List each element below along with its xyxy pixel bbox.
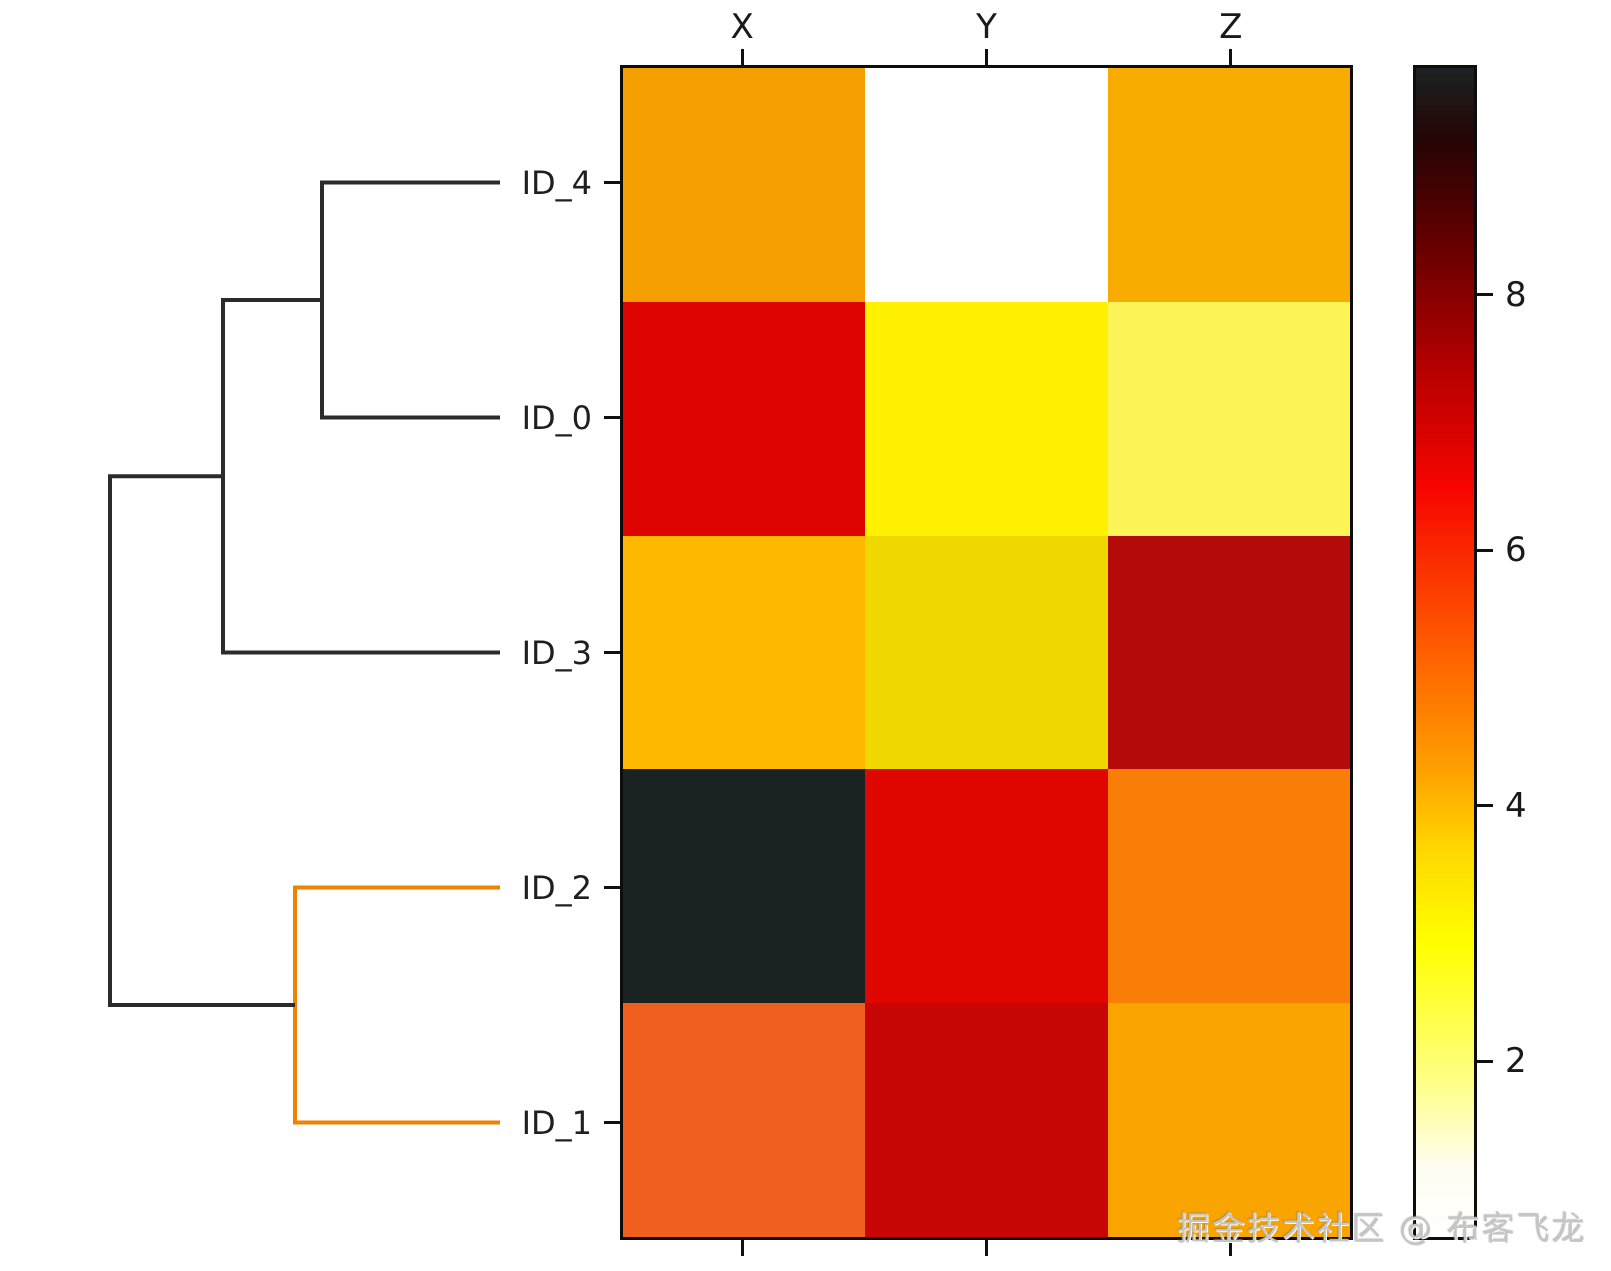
row-label-id_2: ID_2 xyxy=(521,868,592,907)
row-label-id_4: ID_4 xyxy=(521,163,592,202)
colorbar-tick-label-2: 2 xyxy=(1505,1041,1527,1082)
left-tick-id_2 xyxy=(604,886,620,889)
colorbar-tick-4 xyxy=(1477,804,1493,808)
heatmap-cell-ID_4-Y xyxy=(865,68,1108,302)
column-label-z: Z xyxy=(1219,7,1243,47)
column-label-y: Y xyxy=(976,7,997,47)
row-label-id_0: ID_0 xyxy=(521,398,592,437)
heatmap xyxy=(620,65,1353,1240)
heatmap-cell-ID_0-Z xyxy=(1107,301,1350,536)
heatmap-cell-ID_0-X xyxy=(623,301,866,536)
bottom-tick-z xyxy=(1229,1240,1233,1256)
colorbar-tick-label-4: 4 xyxy=(1505,785,1527,826)
colorbar xyxy=(1413,65,1477,1240)
dendrogram-link-0 xyxy=(320,180,500,420)
heatmap-cell-ID_1-Y xyxy=(865,1003,1108,1237)
watermark: 掘金技术社区 @ 布客飞龙 xyxy=(1177,1209,1587,1248)
heatmap-cell-ID_1-X xyxy=(623,1003,866,1237)
colorbar-tick-8 xyxy=(1477,293,1493,297)
heatmap-cell-ID_2-X xyxy=(623,769,866,1004)
heatmap-cell-ID_2-Z xyxy=(1107,769,1350,1004)
left-tick-id_4 xyxy=(604,181,620,184)
heatmap-cell-ID_3-Z xyxy=(1107,535,1350,770)
top-tick-z xyxy=(1229,49,1233,65)
heatmap-cell-ID_3-X xyxy=(623,535,866,770)
column-label-x: X xyxy=(730,7,754,47)
left-tick-id_1 xyxy=(604,1121,620,1124)
top-tick-y xyxy=(985,49,988,65)
left-tick-id_3 xyxy=(604,651,620,654)
dendrogram-link-2 xyxy=(293,885,500,1125)
heatmap-cell-ID_4-X xyxy=(623,68,866,302)
row-label-id_3: ID_3 xyxy=(521,633,592,672)
colorbar-tick-label-6: 6 xyxy=(1505,530,1527,571)
heatmap-cell-ID_3-Y xyxy=(865,535,1108,770)
colorbar-tick-6 xyxy=(1477,548,1493,552)
colorbar-tick-2 xyxy=(1477,1059,1493,1063)
dendrogram-link-3 xyxy=(108,474,295,1007)
heatmap-cell-ID_2-Y xyxy=(865,769,1108,1004)
colorbar-tick-label-8: 8 xyxy=(1505,274,1527,315)
dendrogram-link-1 xyxy=(221,298,500,655)
heatmap-cell-ID_4-Z xyxy=(1107,68,1350,302)
bottom-tick-x xyxy=(740,1240,744,1256)
top-tick-x xyxy=(740,49,744,65)
row-label-id_1: ID_1 xyxy=(521,1103,592,1142)
left-tick-id_0 xyxy=(604,416,620,419)
heatmap-cell-ID_1-Z xyxy=(1107,1003,1350,1237)
heatmap-cell-ID_0-Y xyxy=(865,301,1108,536)
bottom-tick-y xyxy=(985,1240,988,1256)
